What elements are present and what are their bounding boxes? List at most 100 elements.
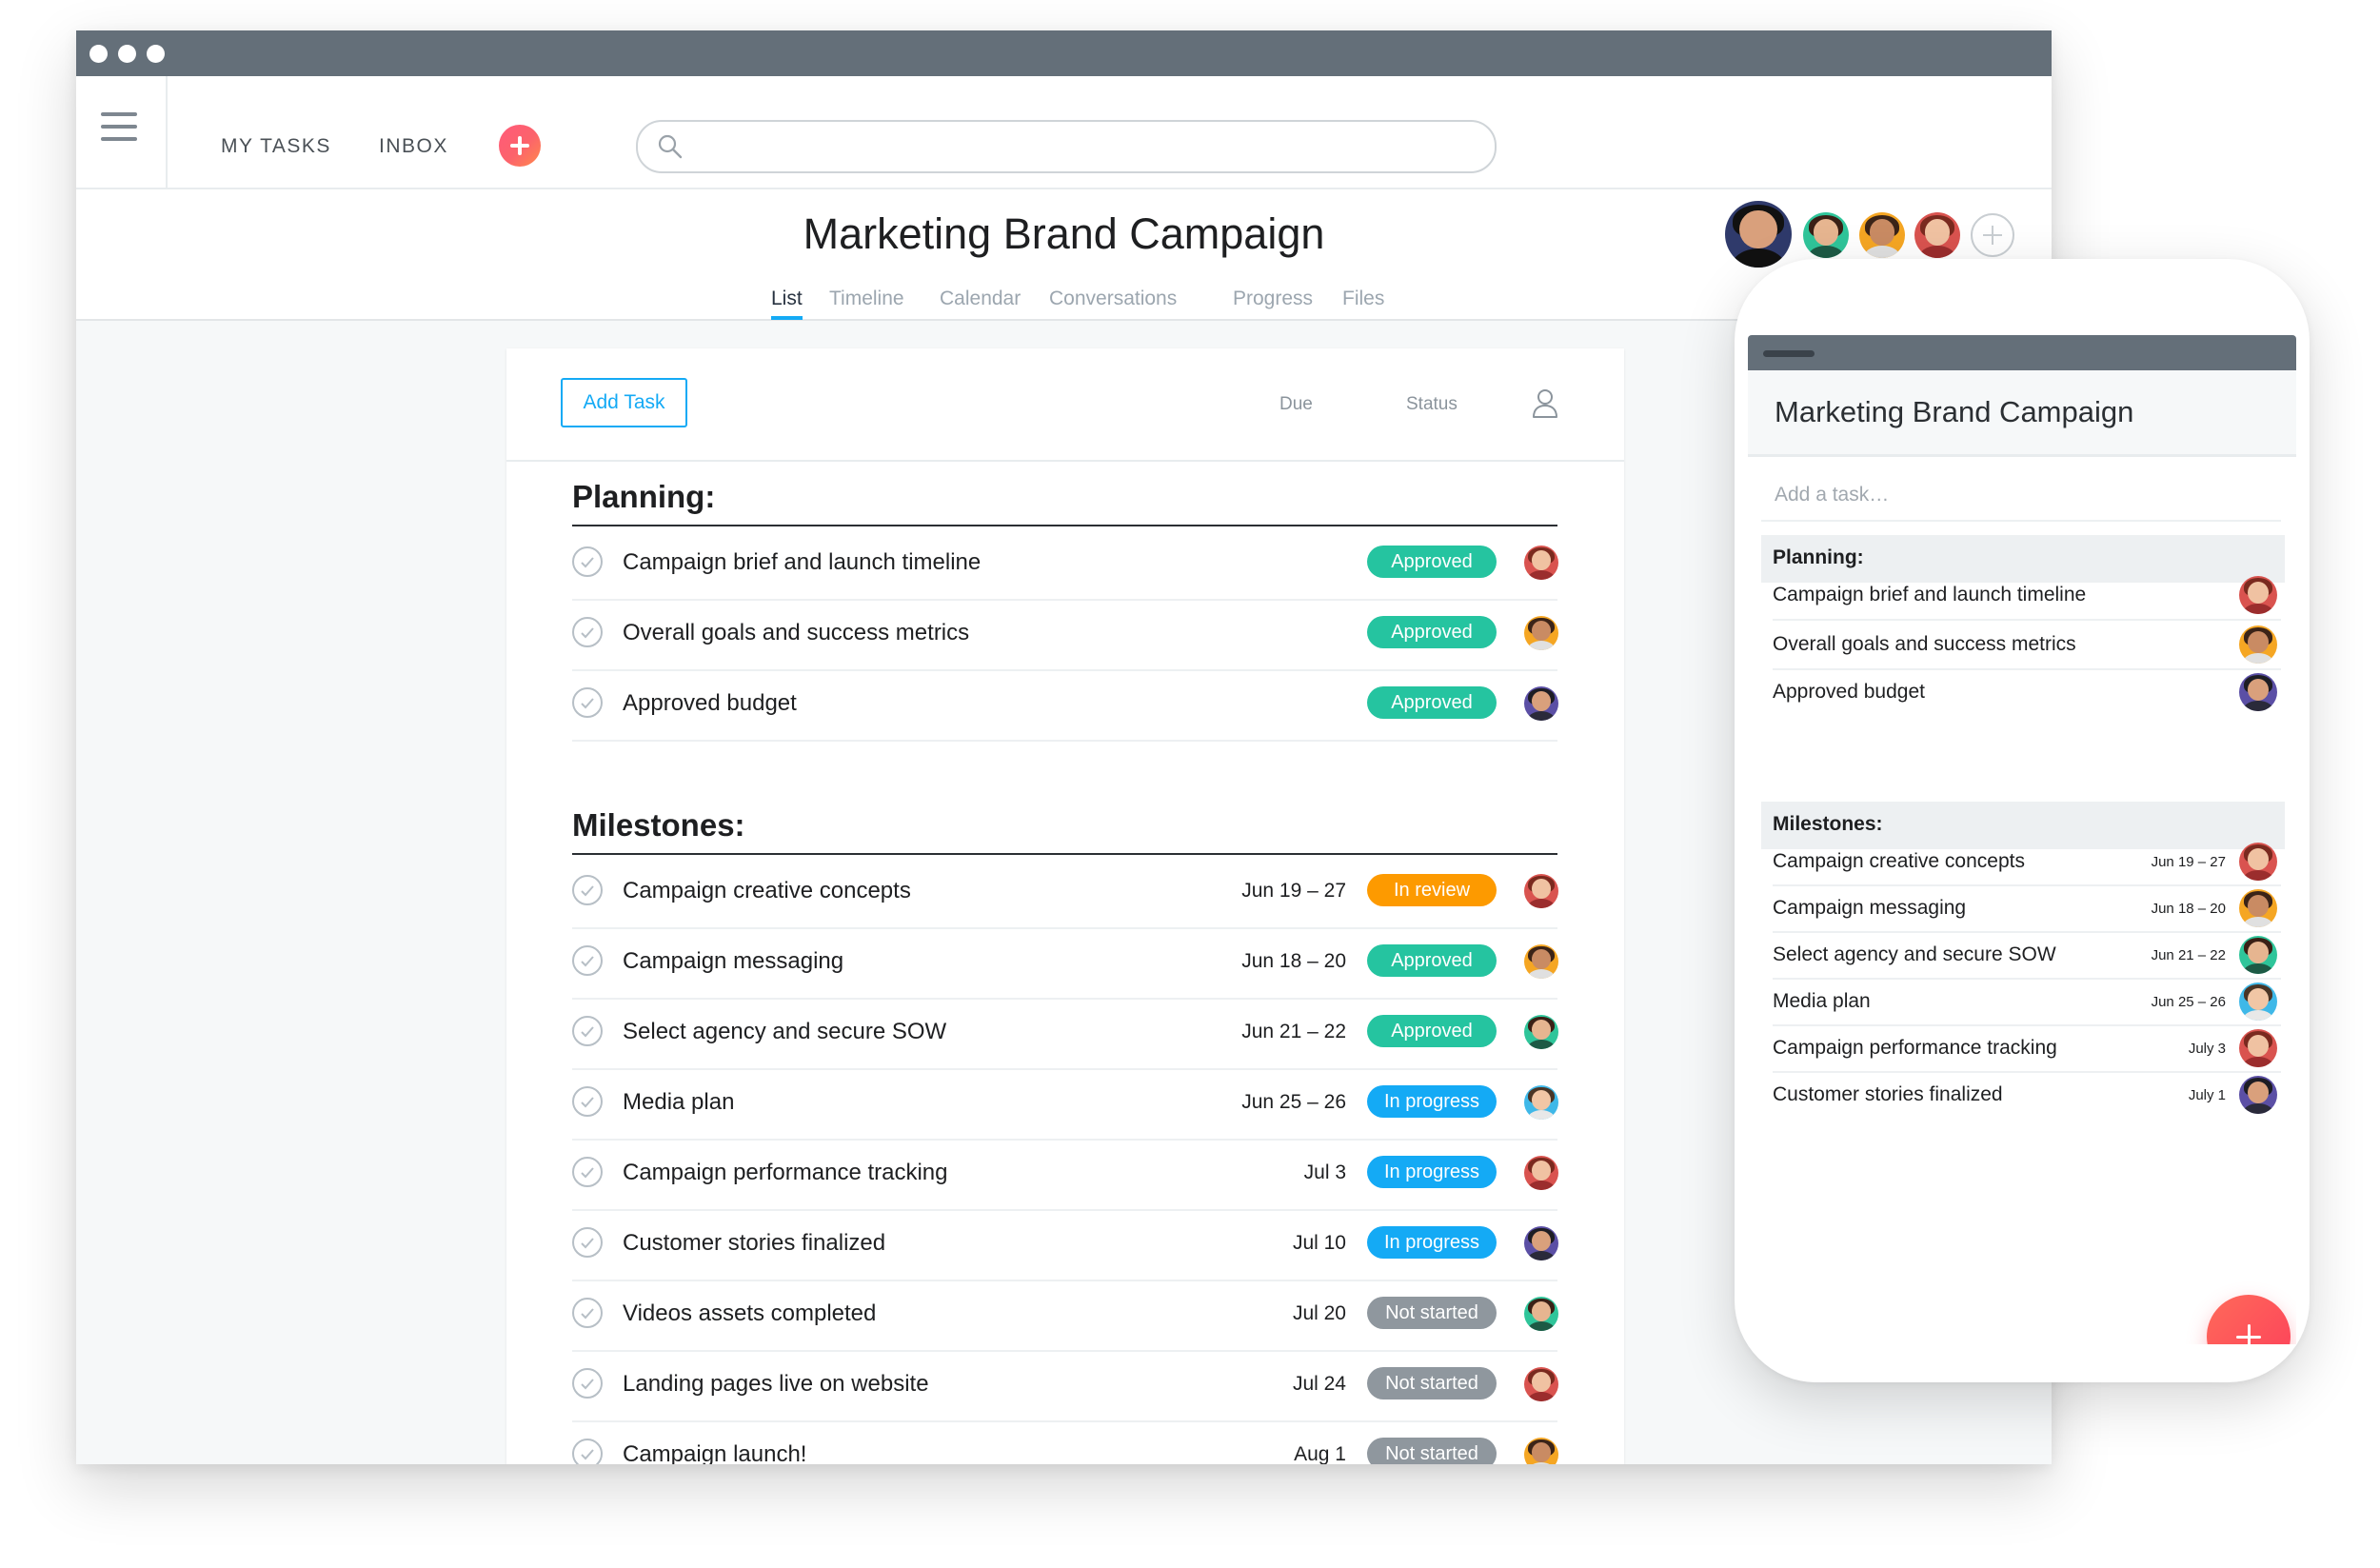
mobile-task-name[interactable]: Select agency and secure SOW [1773,943,2056,965]
assignee-avatar[interactable] [1524,1438,1558,1464]
complete-checkbox-icon[interactable] [572,687,603,718]
mobile-task-row[interactable]: Campaign performance tracking July 3 [1773,1024,2281,1073]
tab-list[interactable]: List [771,288,803,320]
task-row[interactable]: Campaign performance tracking Jul 3 In pro… [572,1139,1558,1211]
status-badge[interactable]: Approved [1367,686,1497,719]
status-badge[interactable]: Approved [1367,1015,1497,1047]
assignee-avatar[interactable] [1524,874,1558,908]
window-minimize-dot[interactable] [118,45,136,63]
mobile-task-name[interactable]: Campaign creative concepts [1773,850,2025,872]
my-tasks-link[interactable]: MY TASKS [221,135,331,157]
mobile-task-row[interactable]: Campaign brief and launch timeline [1773,571,2281,621]
member-avatar[interactable] [1859,212,1905,258]
mobile-task-name[interactable]: Campaign performance tracking [1773,1037,2057,1059]
task-row[interactable]: Campaign creative concepts Jun 19 – 27 In … [572,857,1558,929]
mobile-task-row[interactable]: Overall goals and success metrics [1773,621,2281,670]
tab-calendar[interactable]: Calendar [940,288,1021,309]
task-due-date[interactable]: Jul 24 [1292,1373,1346,1395]
task-name[interactable]: Overall goals and success metrics [623,620,970,645]
task-due-date[interactable]: Jun 25 – 26 [1241,1091,1346,1113]
mobile-section-header[interactable]: Planning: [1761,535,2285,583]
task-row[interactable]: Approved budget Approved [572,669,1558,742]
mobile-task-row[interactable]: Campaign creative concepts Jun 19 – 27 [1773,838,2281,886]
search-bar[interactable] [636,120,1497,173]
task-row[interactable]: Select agency and secure SOW Jun 21 – 22 A… [572,998,1558,1070]
mobile-assignee-avatar[interactable] [2239,673,2277,711]
task-name[interactable]: Campaign brief and launch timeline [623,549,982,575]
status-badge[interactable]: In progress [1367,1085,1497,1118]
mobile-assignee-avatar[interactable] [2239,843,2277,881]
complete-checkbox-icon[interactable] [572,1368,603,1399]
task-row[interactable]: Campaign brief and launch timeline Approv… [572,528,1558,601]
task-due-date[interactable]: Jun 21 – 22 [1241,1021,1346,1042]
task-name[interactable]: Campaign performance tracking [623,1160,948,1185]
mobile-add-task[interactable] [1761,474,2281,522]
mobile-task-row[interactable]: Media plan Jun 25 – 26 [1773,978,2281,1026]
task-due-date[interactable]: Jul 3 [1303,1161,1346,1183]
task-row[interactable]: Overall goals and success metrics Approve… [572,599,1558,671]
status-badge[interactable]: Not started [1367,1367,1497,1399]
inbox-link[interactable]: INBOX [379,135,448,157]
assignee-avatar[interactable] [1524,1297,1558,1331]
task-due-date[interactable]: Jun 18 – 20 [1241,950,1346,972]
mobile-assignee-avatar[interactable] [2239,576,2277,614]
mobile-assignee-avatar[interactable] [2239,982,2277,1021]
mobile-add-button[interactable] [2207,1295,2291,1344]
member-avatar[interactable] [1803,212,1849,258]
assignee-avatar[interactable] [1524,1015,1558,1049]
task-name[interactable]: Customer stories finalized [623,1230,886,1256]
tab-timeline[interactable]: Timeline [829,288,904,309]
mobile-assignee-avatar[interactable] [2239,1029,2277,1067]
status-badge[interactable]: In progress [1367,1226,1497,1259]
assignee-avatar[interactable] [1524,1226,1558,1260]
task-due-date[interactable]: Jun 19 – 27 [1241,880,1346,902]
mobile-task-name[interactable]: Overall goals and success metrics [1773,633,2076,655]
add-member-button[interactable] [1971,213,2014,257]
task-row[interactable]: Videos assets completed Jul 20 Not started [572,1280,1558,1352]
mobile-assignee-avatar[interactable] [2239,889,2277,927]
mobile-task-name[interactable]: Approved budget [1773,681,1925,703]
task-row[interactable]: Landing pages live on website Jul 24 Not s… [572,1350,1558,1422]
quick-add-button[interactable] [499,125,541,167]
tab-conversations[interactable]: Conversations [1049,288,1178,309]
task-name[interactable]: Landing pages live on website [623,1371,929,1397]
mobile-task-row[interactable]: Approved budget [1773,668,2281,716]
assignee-avatar[interactable] [1524,1085,1558,1120]
status-badge[interactable]: Not started [1367,1297,1497,1329]
assignee-avatar[interactable] [1524,944,1558,979]
assignee-column-icon[interactable] [1532,388,1558,419]
complete-checkbox-icon[interactable] [572,546,603,577]
status-column-header[interactable]: Status [1406,394,1458,414]
complete-checkbox-icon[interactable] [572,1298,603,1328]
mobile-task-name[interactable]: Campaign brief and launch timeline [1773,584,2087,605]
assignee-avatar[interactable] [1524,1367,1558,1401]
member-avatar[interactable] [1725,201,1792,268]
complete-checkbox-icon[interactable] [572,1016,603,1046]
task-row[interactable]: Campaign launch! Aug 1 Not started [572,1420,1558,1464]
complete-checkbox-icon[interactable] [572,617,603,647]
task-name[interactable]: Campaign messaging [623,948,844,974]
mobile-assignee-avatar[interactable] [2239,1076,2277,1114]
hamburger-menu-icon[interactable] [101,112,137,141]
tab-progress[interactable]: Progress [1233,288,1314,309]
window-maximize-dot[interactable] [147,45,165,63]
due-column-header[interactable]: Due [1279,394,1313,414]
status-badge[interactable]: In progress [1367,1156,1497,1188]
task-name[interactable]: Media plan [623,1089,735,1115]
assignee-avatar[interactable] [1524,546,1558,580]
status-badge[interactable]: In review [1367,874,1497,906]
tab-files[interactable]: Files [1342,288,1385,309]
task-due-date[interactable]: Aug 1 [1294,1443,1346,1464]
mobile-assignee-avatar[interactable] [2239,936,2277,974]
mobile-task-name[interactable]: Customer stories finalized [1773,1083,2003,1105]
add-task-button[interactable]: Add Task [561,378,687,427]
complete-checkbox-icon[interactable] [572,1157,603,1187]
search-input[interactable] [695,129,1479,164]
task-due-date[interactable]: Jul 10 [1292,1232,1346,1254]
mobile-task-row[interactable]: Campaign messaging Jun 18 – 20 [1773,884,2281,933]
member-avatar[interactable] [1914,212,1960,258]
task-name[interactable]: Videos assets completed [623,1300,877,1326]
mobile-assignee-avatar[interactable] [2239,625,2277,664]
section-title[interactable]: Planning: [572,479,716,514]
task-row[interactable]: Media plan Jun 25 – 26 In progress [572,1068,1558,1141]
